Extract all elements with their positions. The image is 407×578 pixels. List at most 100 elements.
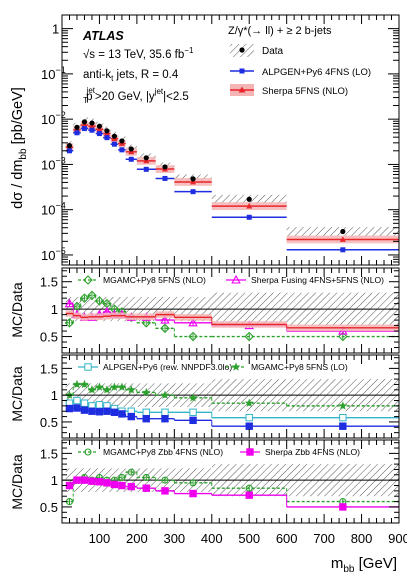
y-tick-label: 1.5 (40, 446, 58, 461)
y-tick-label: 10−4 (41, 201, 66, 218)
legend-marker (231, 362, 241, 371)
alpgen-marker (81, 126, 87, 132)
x-tick-label: 200 (126, 531, 148, 546)
ratio-marker (142, 473, 150, 482)
x-tick-label: 500 (238, 531, 260, 546)
ratio-marker (142, 415, 150, 423)
ratio-marker (88, 477, 96, 485)
ratio-marker (117, 382, 127, 392)
ratio-series (65, 404, 399, 430)
ratio-marker (161, 408, 169, 416)
ratio-marker (188, 331, 198, 342)
data-point (119, 138, 125, 144)
ratio-marker (141, 318, 152, 328)
y-tick-label: 1 (52, 22, 59, 37)
ratio-marker (141, 387, 151, 397)
data-point (66, 143, 73, 149)
ratio-marker (80, 406, 89, 414)
ratio-frame (61, 439, 400, 524)
main-legend: Data ALPGEN+Py6 4FNS (LO) Sherpa 5FNS (N… (230, 44, 371, 97)
y-tick-label: 10−1 (41, 65, 66, 82)
ratio-series (65, 476, 399, 511)
alpgen-marker (66, 148, 72, 154)
legend-marker (231, 274, 241, 284)
legend-alpgen-marker (239, 68, 245, 74)
ratio-marker (188, 393, 198, 402)
main-frame (61, 14, 400, 266)
ratio-marker (245, 484, 253, 492)
x-tick-label: 800 (351, 531, 373, 546)
alpgen-marker (340, 247, 346, 253)
ratio2-ylabel: MC/Data (9, 366, 25, 421)
legend-label: ALPGEN+Py6 (rew. NNPDF3.0lo) (103, 362, 232, 372)
jet-algo-label: anti-kt jets, R = 0.4 (83, 69, 179, 83)
alpgen-marker (128, 156, 134, 162)
ratio-marker (73, 476, 81, 484)
ratio-series (65, 310, 399, 332)
ratio-marker (118, 410, 126, 418)
y-tick-label: 1 (51, 302, 58, 317)
ratio-marker (79, 379, 90, 389)
ratio-marker (88, 407, 96, 415)
ratio-marker (339, 422, 347, 430)
ratio-marker (189, 489, 197, 498)
sherpa-marker (246, 202, 253, 209)
y-tick-label: 0.5 (40, 415, 58, 430)
alpgen-marker (111, 141, 117, 147)
data-point (104, 128, 110, 134)
alpgen-4fns-series (65, 126, 399, 253)
x-tick-label: 900 (388, 531, 407, 546)
ratio-series (64, 379, 399, 410)
x-axis-labels: 100 200 300 400 500 600 700 800 900 (89, 531, 407, 546)
data-point (246, 196, 252, 202)
ratio-marker (188, 317, 198, 327)
ratio-legend-3: MGAMC+Py8 Zbb 4FNS (NLO) Sherpa Zbb 4FNS … (78, 447, 360, 457)
y-tick-label: 1 (51, 388, 58, 403)
ratio-marker (338, 401, 348, 410)
alpgen-marker (143, 166, 149, 172)
ratio-marker (142, 484, 150, 492)
y-tick-label: 0.5 (40, 330, 58, 345)
sherpa-marker (339, 236, 346, 242)
ratio-panel-1: 0.5 1 1.5 MGAMC+Py8 5FNS (NLO) Sherpa Fusing… (40, 267, 400, 354)
data-point (143, 155, 149, 161)
cut-label: pjet T >20 GeV, |yjet|<2.5 (83, 86, 189, 105)
data-point (111, 133, 118, 139)
x-tick-label: 400 (201, 531, 223, 546)
ratio-marker (161, 487, 169, 495)
legend-marker (84, 448, 92, 456)
ratio-marker (339, 413, 347, 422)
ratio-marker (102, 385, 112, 394)
x-tick-label: 100 (89, 531, 111, 546)
sherpa-5fns-series (65, 121, 399, 244)
sherpa-marker (96, 126, 103, 132)
ratio-marker (94, 382, 105, 392)
process-label: Z/γ*(→ ll) + ≥ 2 b-jets (228, 25, 332, 37)
y-tick-label: 10−3 (41, 155, 66, 172)
ratio-marker (245, 491, 253, 499)
legend-label: Sherpa Zbb 4FNS (NLO) (265, 447, 360, 457)
sherpa-marker (88, 122, 95, 129)
legend-label: MGAMC+Py8 5FNS (NLO) (103, 275, 206, 285)
ratio-marker (245, 413, 253, 422)
legend-marker (246, 448, 254, 456)
ratio-marker (80, 399, 89, 407)
data-point (128, 146, 134, 152)
ratio-marker (338, 331, 348, 342)
alpgen-marker (162, 175, 168, 181)
legend-sherpa-marker (238, 86, 246, 93)
main-panel: 1 10−1 10−2 10−3 10−4 10−5 (41, 14, 400, 266)
atlas-label: ATLAS (82, 29, 124, 43)
y-tick-label: 1.5 (40, 361, 58, 376)
ratio-marker (73, 396, 81, 405)
ratio-marker (95, 478, 104, 486)
ratio-marker (189, 416, 197, 425)
data-point (340, 228, 346, 235)
ratio-frame (61, 354, 400, 439)
alpgen-marker (246, 214, 252, 220)
ratio-marker (73, 404, 81, 412)
ratio-marker (65, 404, 74, 413)
ratio-marker (103, 407, 111, 415)
ratio-marker (161, 415, 169, 423)
